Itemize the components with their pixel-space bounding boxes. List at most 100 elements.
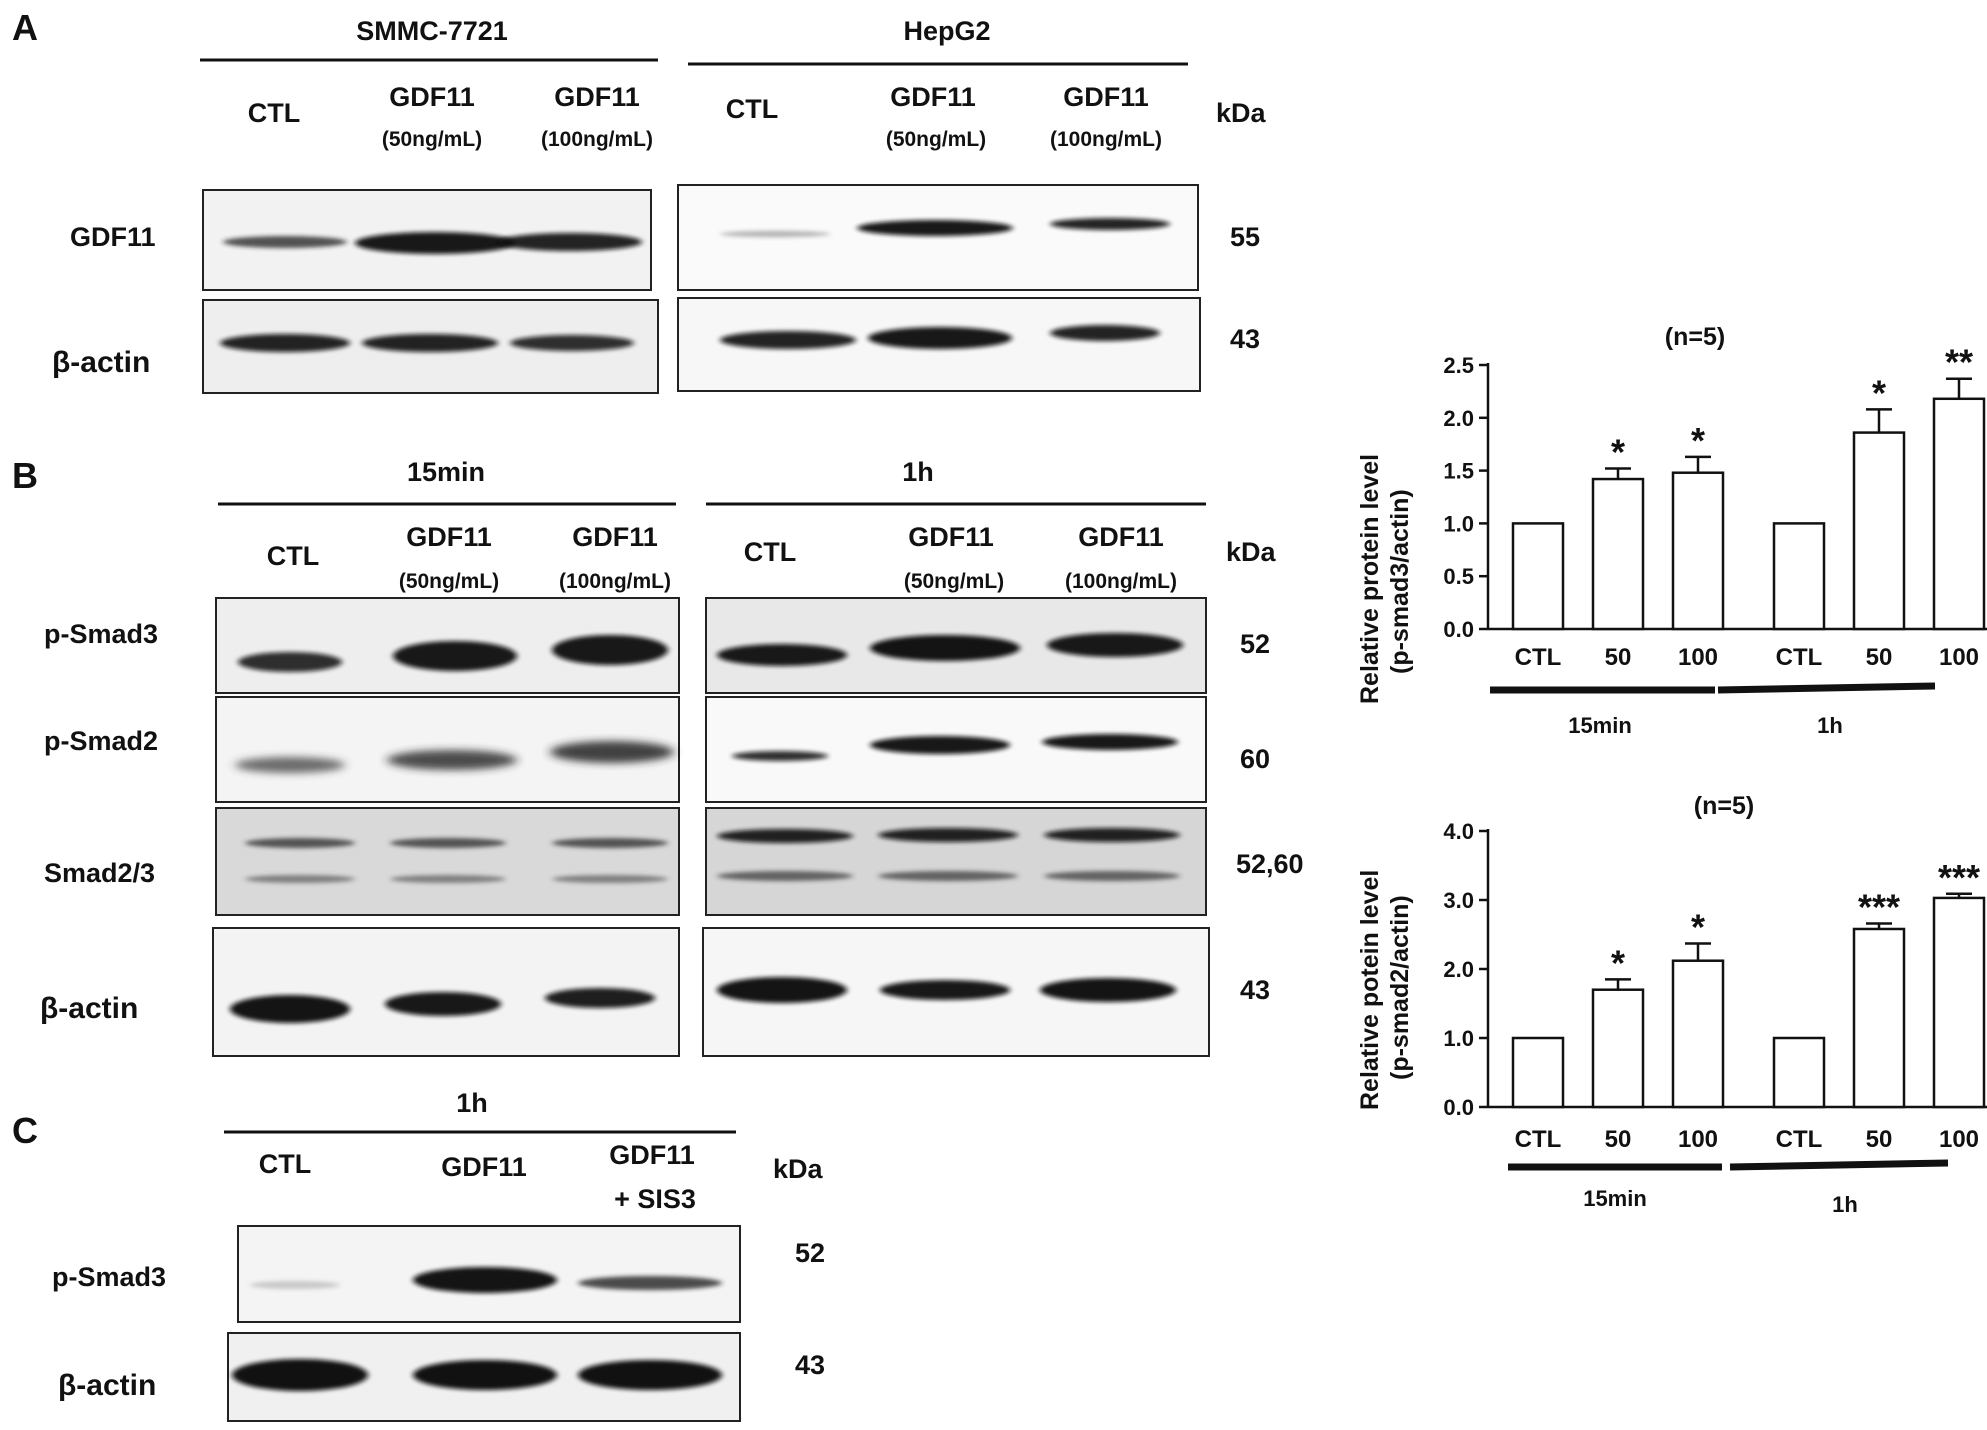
category-label: 50 [1866, 644, 1893, 671]
significance-marker: * [1872, 372, 1886, 413]
kda-value: 60 [1240, 744, 1270, 774]
panel-letter-a: A [12, 7, 38, 48]
time-label: 1h [456, 1088, 488, 1118]
chart-psmad2: (n=5) Relative potein level (p-smad2/act… [1356, 792, 1987, 1217]
kda-header: kDa [1216, 98, 1267, 128]
cell-line-left-label: SMMC-7721 [356, 16, 508, 46]
blot-row-label: GDF11 [70, 222, 156, 252]
chart-psmad3: (n=5) Relative protein level (p-smad3/ac… [1356, 323, 1987, 738]
blot-row-label: Smad2/3 [44, 858, 155, 888]
category-label: 100 [1678, 1126, 1718, 1153]
band [720, 231, 830, 237]
y-tick-label: 0.0 [1443, 617, 1474, 642]
lane-label: GDF11 [890, 82, 976, 112]
category-label: CTL [1776, 644, 1823, 671]
chart-ylabel-line: Relative protein level [1356, 454, 1384, 704]
bar [1671, 471, 1725, 631]
bar [1511, 522, 1565, 631]
blot-smad23-15min [215, 807, 680, 916]
kda-header: kDa [773, 1154, 824, 1184]
lane-label: GDF11 [406, 522, 492, 552]
category-label: 50 [1605, 644, 1632, 671]
chart-ylabel-line: Relative potein level [1356, 870, 1384, 1110]
band [717, 871, 853, 881]
chart-ylabel: Relative protein level (p-smad3/actin) [1356, 454, 1414, 704]
panel-c: C 1h CTL GDF11 GDF11 + SIS3 kDa p-Smad3 … [12, 1088, 825, 1422]
band [510, 335, 634, 351]
lane-label: GDF11 [389, 82, 475, 112]
band [552, 838, 668, 848]
lane-dose: (100ng/mL) [541, 128, 653, 151]
group-bar-1h [1729, 1159, 1949, 1171]
band [223, 236, 347, 248]
chart-ylabel-line: (p-smad2/actin) [1386, 895, 1414, 1080]
band [717, 977, 847, 1003]
band [1044, 871, 1180, 881]
time-right-label: 1h [902, 457, 934, 487]
band [245, 875, 355, 883]
band [230, 995, 350, 1023]
lane-label: GDF11 [554, 82, 640, 112]
band [387, 750, 517, 770]
group-bar-1h [1717, 682, 1936, 694]
category-label: 100 [1939, 644, 1979, 671]
group-label: 15min [1583, 1186, 1647, 1211]
significance-marker: *** [1858, 886, 1900, 927]
blot-row-label: β-actin [52, 346, 150, 379]
panel-a: A SMMC-7721 HepG2 CTL GDF11 (50ng/mL) GD… [12, 7, 1267, 394]
lane-dose: (50ng/mL) [904, 570, 1004, 593]
kda-value: 43 [1230, 324, 1260, 354]
bar [1511, 1036, 1565, 1109]
chart-title: (n=5) [1665, 323, 1725, 351]
chart-title: (n=5) [1694, 792, 1754, 820]
y-tick-label: 2.0 [1443, 957, 1474, 982]
bar [1591, 477, 1645, 631]
band [1040, 978, 1176, 1002]
panel-b: B 15min 1h CTL GDF11 (50ng/mL) GDF11 (10… [12, 455, 1304, 1057]
band [552, 875, 668, 883]
y-tick-label: 0.5 [1443, 564, 1474, 589]
blot-smad23-1h [705, 807, 1207, 916]
blot-row-label: β-actin [40, 992, 138, 1025]
significance-marker: * [1691, 906, 1705, 947]
lane-label: GDF11 [441, 1152, 527, 1182]
band [235, 757, 345, 773]
lane-dose: (100ng/mL) [1050, 128, 1162, 151]
y-tick-label: 1.0 [1443, 511, 1474, 536]
significance-marker: ** [1945, 342, 1973, 383]
lane-label: CTL [726, 94, 778, 124]
bands-panel-a [220, 218, 1170, 352]
panel-letter-c: C [12, 1110, 38, 1151]
band [717, 829, 853, 843]
bar [1852, 927, 1906, 1109]
lane-label: CTL [267, 541, 319, 571]
band [870, 635, 1020, 661]
bar [1671, 959, 1725, 1109]
lane-label: CTL [248, 98, 300, 128]
kda-header: kDa [1226, 537, 1277, 567]
band [857, 220, 1013, 236]
bar [1852, 431, 1906, 631]
lane-label: GDF11 [572, 522, 658, 552]
y-tick-label: 2.0 [1443, 406, 1474, 431]
significance-marker: * [1691, 420, 1705, 461]
band [413, 1267, 557, 1293]
significance-marker: * [1611, 942, 1625, 983]
y-tick-label: 4.0 [1443, 819, 1474, 844]
blot-gdf11-hepg2 [677, 184, 1199, 291]
bands-panel-c [232, 1267, 722, 1391]
category-label: 50 [1605, 1126, 1632, 1153]
bar [1591, 988, 1645, 1109]
category-label: 100 [1678, 644, 1718, 671]
lane-dose: (50ng/mL) [886, 128, 986, 151]
band [245, 838, 355, 848]
lane-dose: (100ng/mL) [559, 570, 671, 593]
kda-value: 52,60 [1236, 849, 1304, 879]
lane-dose: (50ng/mL) [399, 570, 499, 593]
band [385, 992, 501, 1016]
band [220, 334, 350, 352]
band [870, 736, 1010, 754]
bar [1932, 397, 1986, 631]
bands-panel-b [230, 633, 1183, 1023]
